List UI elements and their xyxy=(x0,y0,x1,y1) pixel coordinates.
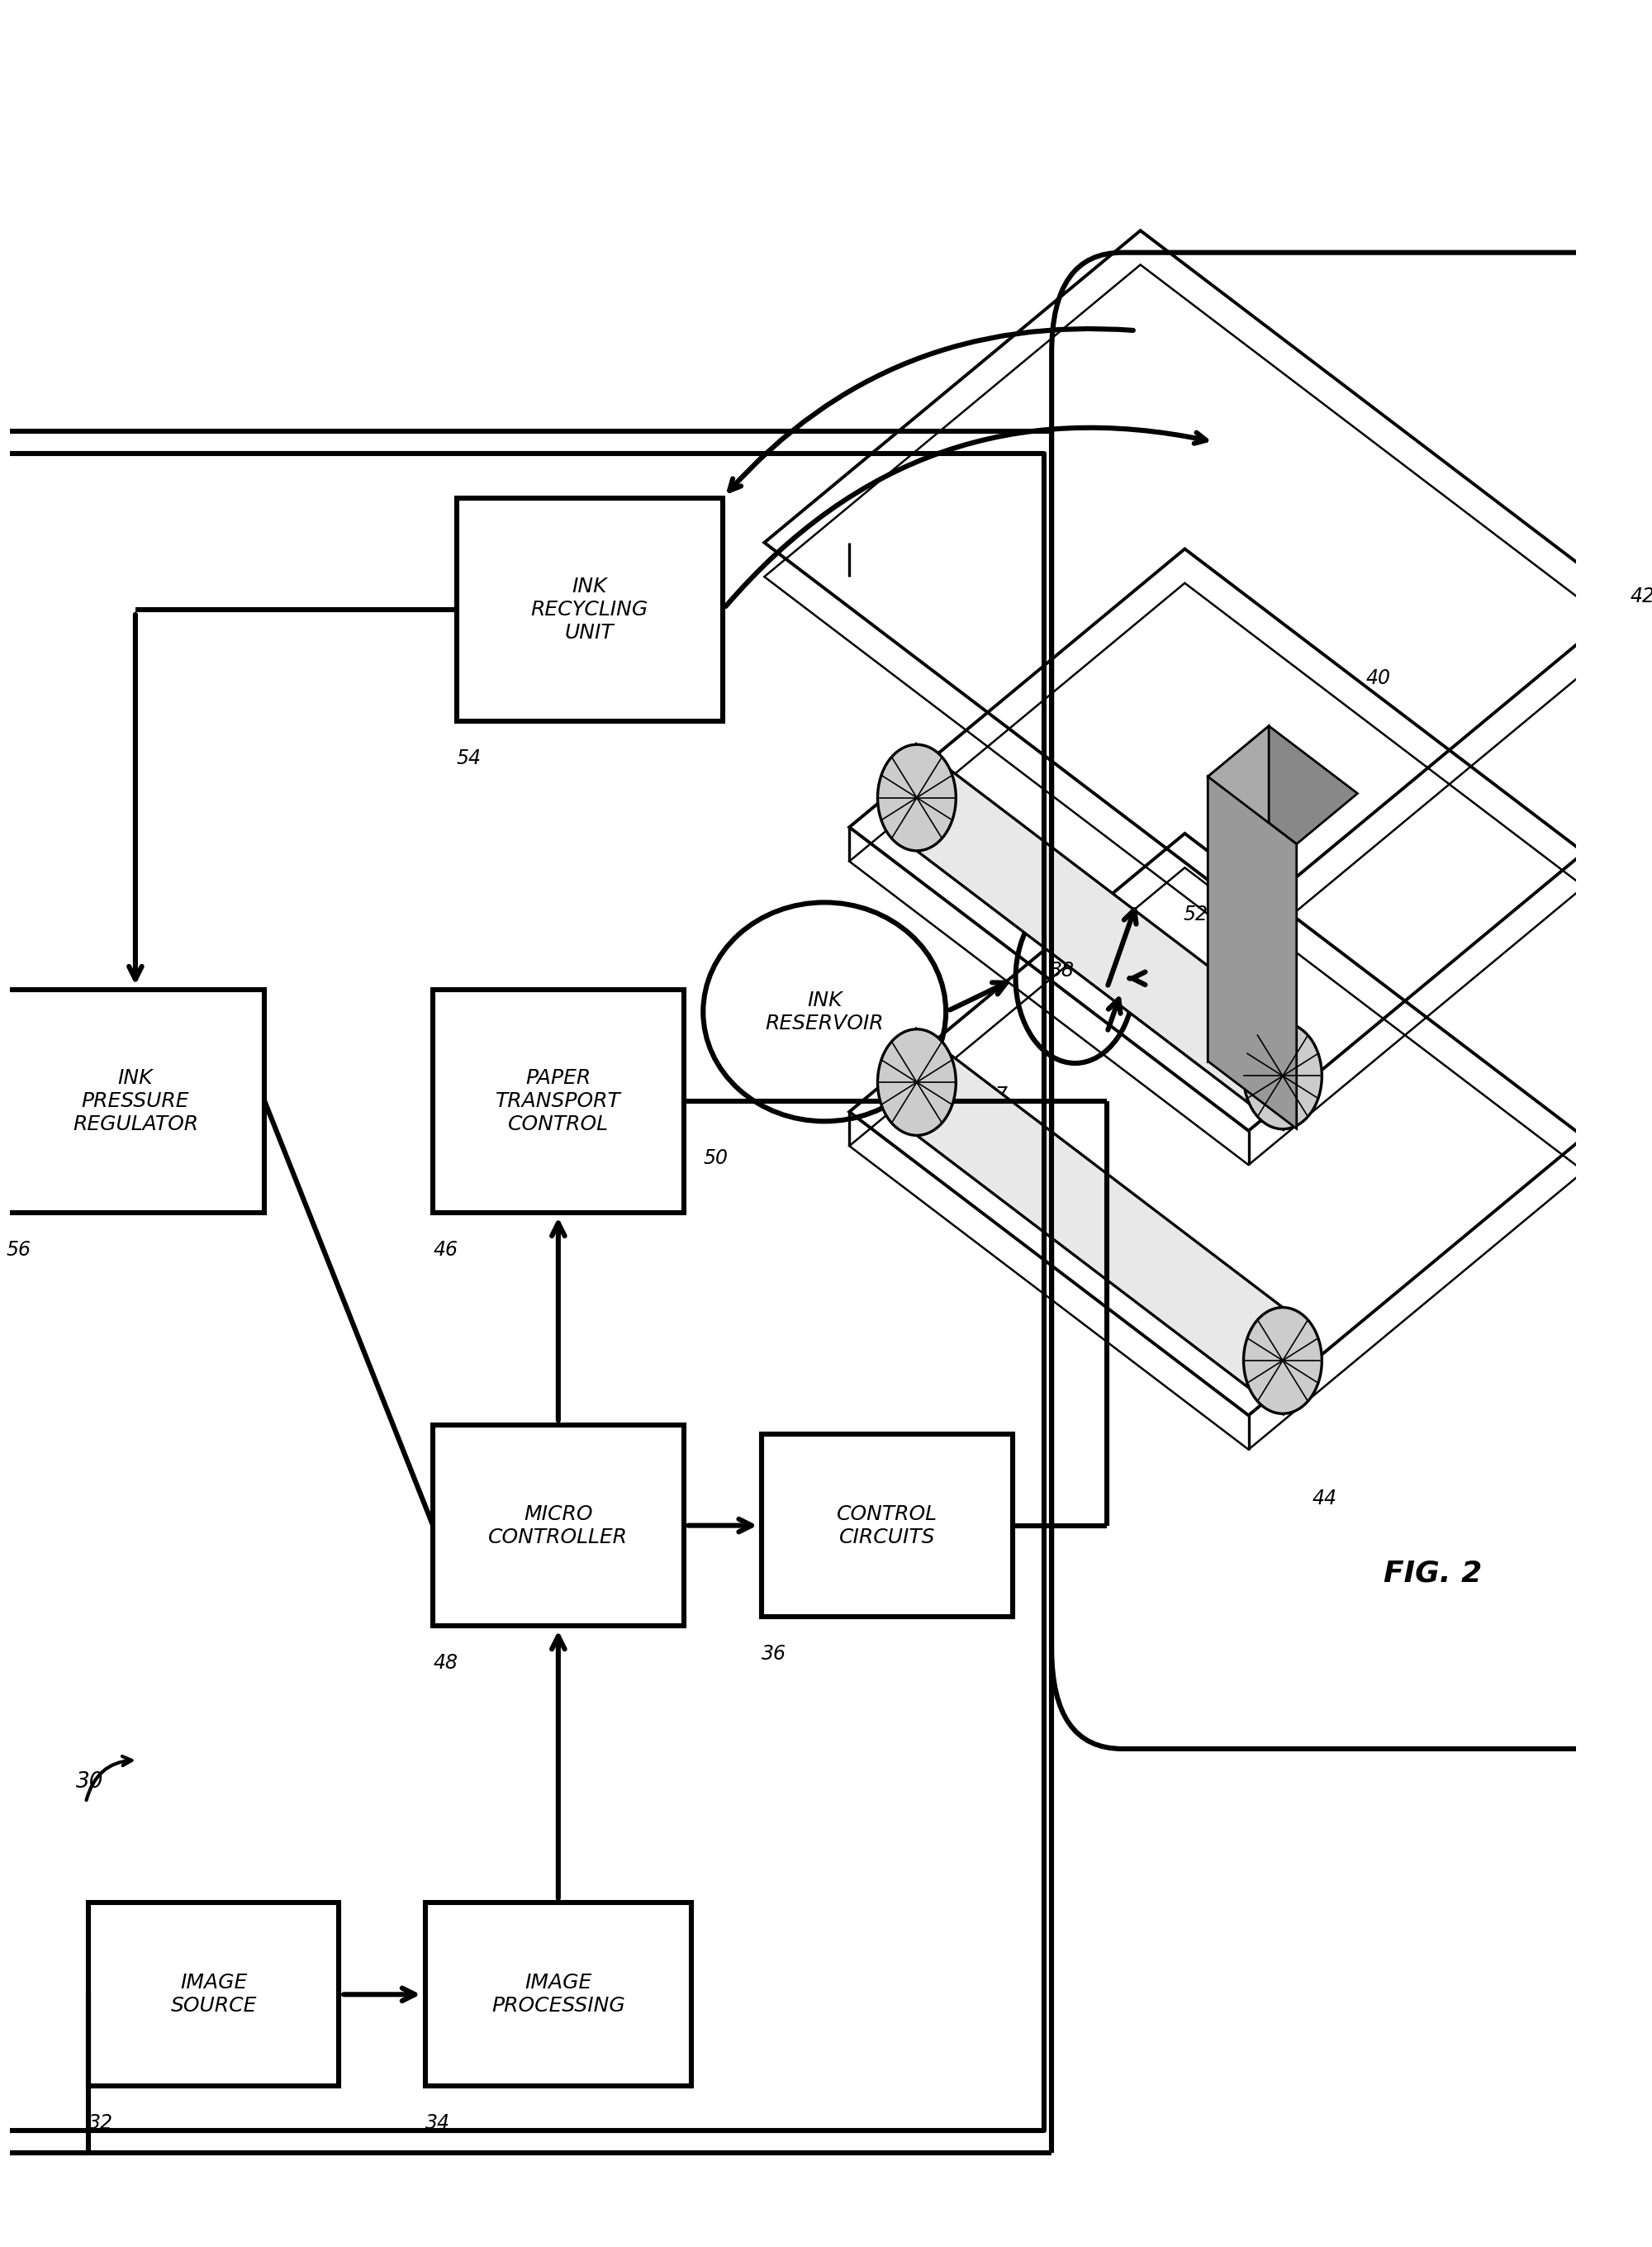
FancyBboxPatch shape xyxy=(433,1425,684,1627)
Text: CONTROL
CIRCUITS: CONTROL CIRCUITS xyxy=(838,1503,938,1546)
Text: INK
RESERVOIR: INK RESERVOIR xyxy=(765,991,884,1034)
FancyBboxPatch shape xyxy=(1052,252,1647,1748)
FancyBboxPatch shape xyxy=(89,1903,339,2085)
Ellipse shape xyxy=(704,903,947,1121)
Text: PAPER
TRANSPORT
CONTROL: PAPER TRANSPORT CONTROL xyxy=(496,1067,621,1135)
Text: 30: 30 xyxy=(76,1771,104,1793)
Text: IMAGE
SOURCE: IMAGE SOURCE xyxy=(170,1973,256,2016)
Text: 52: 52 xyxy=(1183,903,1208,924)
Polygon shape xyxy=(1208,777,1297,1128)
Circle shape xyxy=(1016,894,1135,1063)
Text: 56: 56 xyxy=(7,1240,31,1261)
Text: 48: 48 xyxy=(433,1654,458,1672)
Text: 38: 38 xyxy=(1051,962,1075,982)
FancyArrowPatch shape xyxy=(730,328,1133,490)
Text: 50: 50 xyxy=(704,1148,729,1168)
Polygon shape xyxy=(917,1029,1282,1413)
Text: 42: 42 xyxy=(1631,586,1652,607)
FancyArrowPatch shape xyxy=(725,427,1206,607)
Text: 46: 46 xyxy=(433,1240,458,1261)
FancyBboxPatch shape xyxy=(425,1903,692,2085)
Text: INK
RECYCLING
UNIT: INK RECYCLING UNIT xyxy=(530,577,648,643)
Ellipse shape xyxy=(877,744,957,852)
Polygon shape xyxy=(917,744,1282,1128)
Text: 36: 36 xyxy=(762,1645,786,1663)
Text: 54: 54 xyxy=(456,748,481,768)
Text: 57: 57 xyxy=(983,1085,1008,1106)
FancyBboxPatch shape xyxy=(456,499,722,721)
Text: 44: 44 xyxy=(1312,1488,1336,1508)
Text: IMAGE
PROCESSING: IMAGE PROCESSING xyxy=(491,1973,624,2016)
FancyBboxPatch shape xyxy=(7,989,264,1213)
Polygon shape xyxy=(1208,726,1269,1061)
Text: FIG. 2: FIG. 2 xyxy=(1384,1559,1482,1586)
Text: MICRO
CONTROLLER: MICRO CONTROLLER xyxy=(489,1503,628,1546)
FancyBboxPatch shape xyxy=(762,1434,1013,1618)
Text: 34: 34 xyxy=(425,2112,449,2132)
Ellipse shape xyxy=(1244,1308,1322,1413)
Ellipse shape xyxy=(1244,1022,1322,1128)
Polygon shape xyxy=(1208,726,1358,845)
Text: INK
PRESSURE
REGULATOR: INK PRESSURE REGULATOR xyxy=(73,1067,198,1135)
Ellipse shape xyxy=(877,1029,957,1135)
FancyBboxPatch shape xyxy=(433,989,684,1213)
Text: 32: 32 xyxy=(89,2112,114,2132)
Text: 40: 40 xyxy=(1366,667,1391,688)
